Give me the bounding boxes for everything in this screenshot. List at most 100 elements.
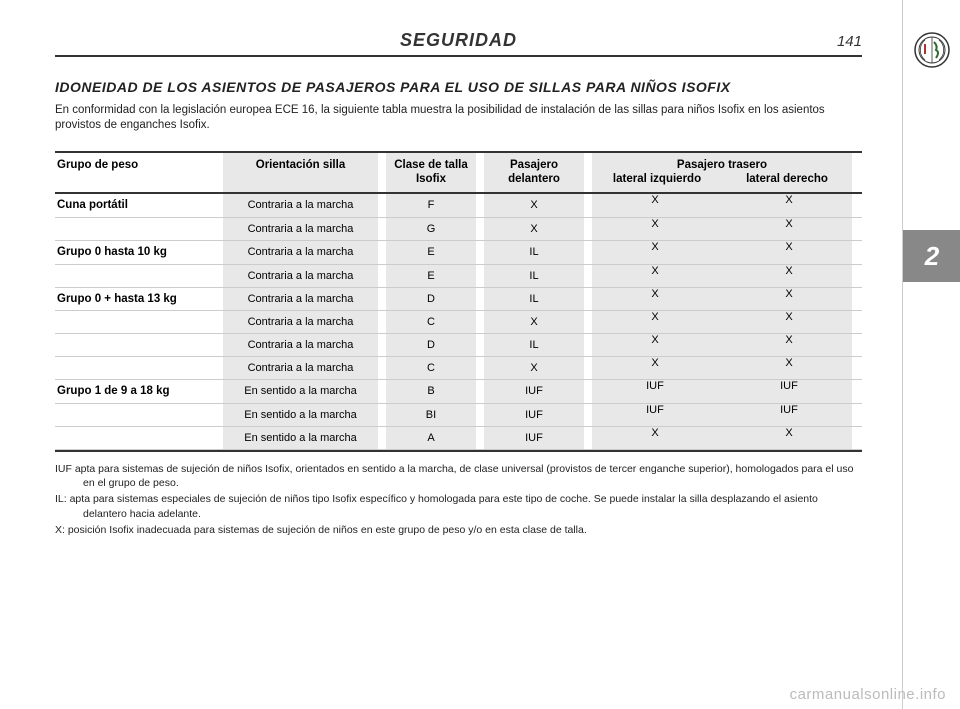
table-header-row: Grupo de peso Orientación silla Clase de… [55,151,862,195]
th-front: Pasajero delantero [484,153,584,193]
cell-orientation: Contraria a la marcha [223,241,378,264]
cell-size: BI [386,404,476,426]
cell-rear-left: X [592,311,718,333]
cell-group [55,404,215,426]
cell-orientation: En sentido a la marcha [223,427,378,449]
header-title: SEGURIDAD [95,30,822,51]
cell-group [55,357,215,379]
cell-size: D [386,334,476,356]
cell-orientation: En sentido a la marcha [223,380,378,403]
table-row: Grupo 0 + hasta 13 kg Contraria a la marc… [55,288,862,312]
cell-rear: XX [592,311,852,333]
cell-orientation: Contraria a la marcha [223,311,378,333]
cell-group [55,427,215,449]
table-row: Contraria a la marcha D IL XX [55,334,862,357]
chapter-number: 2 [925,241,939,272]
th-rear: Pasajero trasero lateral izquierdo later… [592,153,852,193]
cell-rear-left: X [592,427,718,449]
cell-rear-left: X [592,334,718,356]
cell-group [55,218,215,240]
legend-notes: IUF apta para sistemas de sujeción de ni… [55,462,862,537]
cell-rear: XX [592,427,852,449]
cell-group: Grupo 1 de 9 a 18 kg [55,380,215,403]
table-row: Contraria a la marcha E IL XX [55,265,862,288]
cell-rear: XX [592,265,852,287]
th-orientation: Orientación silla [223,153,378,193]
cell-size: B [386,380,476,403]
cell-rear-left: X [592,218,718,240]
cell-rear-left: X [592,194,718,217]
cell-rear: XX [592,241,852,264]
cell-front: IL [484,265,584,287]
cell-orientation: Contraria a la marcha [223,288,378,311]
cell-orientation: Contraria a la marcha [223,218,378,240]
cell-size: C [386,357,476,379]
cell-orientation: Contraria a la marcha [223,357,378,379]
table-row: Contraria a la marchaCXXX [55,311,862,334]
cell-size: G [386,218,476,240]
page-number: 141 [822,33,862,50]
table-row: Contraria a la marchaGXXX [55,218,862,241]
sidebar: 2 [902,0,960,709]
table-row: Grupo 1 de 9 a 18 kg En sentido a la marc… [55,380,862,404]
cell-rear-left: IUF [592,404,718,426]
section-title: IDONEIDAD DE LOS ASIENTOS DE PASAJEROS P… [55,79,862,95]
table-row: En sentido a la marchaBIIUFIUFIUF [55,404,862,427]
th-rear-right: lateral derecho [722,173,852,193]
th-size: Clase de talla Isofix [386,153,476,193]
cell-orientation: En sentido a la marcha [223,404,378,426]
cell-rear-left: X [592,288,718,311]
table-body: Cuna portátilContraria a la marchaFXXXCo… [55,194,862,450]
cell-size: D [386,288,476,311]
cell-front: IL [484,334,584,356]
cell-group [55,265,215,287]
table-row: Cuna portátilContraria a la marchaFXXX [55,194,862,218]
cell-size: E [386,241,476,264]
table-row: Contraria a la marchaCXXX [55,357,862,380]
cell-rear-left: X [592,265,718,287]
cell-rear-right: X [726,311,852,333]
cell-rear-left: X [592,357,718,379]
cell-orientation: Contraria a la marcha [223,265,378,287]
cell-rear-left: IUF [592,380,718,403]
cell-rear: XX [592,357,852,379]
note-x: X: posición Isofix inadecuada para siste… [55,523,862,537]
cell-rear-right: X [726,427,852,449]
cell-rear: XX [592,334,852,356]
cell-rear: IUF IUF [592,380,852,403]
cell-rear-right: X [726,288,852,311]
cell-rear-right: X [726,334,852,356]
cell-size: E [386,265,476,287]
cell-front: X [484,194,584,217]
table-footer-line [55,450,862,452]
cell-rear-right: X [726,194,852,217]
cell-size: A [386,427,476,449]
cell-front: X [484,218,584,240]
cell-rear: XX [592,218,852,240]
cell-rear-right: IUF [726,380,852,403]
section-intro: En conformidad con la legislación europe… [55,103,862,133]
isofix-table: Grupo de peso Orientación silla Clase de… [55,151,862,452]
table-row: En sentido a la marcha A IUF XX [55,427,862,450]
cell-orientation: Contraria a la marcha [223,194,378,217]
content-area: SEGURIDAD 141 IDONEIDAD DE LOS ASIENTOS … [0,0,902,709]
cell-orientation: Contraria a la marcha [223,334,378,356]
table-row: Grupo 0 hasta 10 kg Contraria a la marcha… [55,241,862,265]
cell-group: Grupo 0 + hasta 13 kg [55,288,215,311]
cell-size: F [386,194,476,217]
cell-front: IUF [484,427,584,449]
cell-rear-right: X [726,241,852,264]
th-group: Grupo de peso [55,153,215,193]
cell-rear: XX [592,288,852,311]
th-rear-left: lateral izquierdo [592,173,722,193]
cell-front: IUF [484,404,584,426]
cell-front: IL [484,288,584,311]
note-iuf: IUF apta para sistemas de sujeción de ni… [55,462,862,490]
cell-rear-right: X [726,357,852,379]
cell-rear: IUFIUF [592,404,852,426]
cell-group: Grupo 0 hasta 10 kg [55,241,215,264]
page-header: SEGURIDAD 141 [55,30,862,57]
cell-front: X [484,357,584,379]
chapter-tab: 2 [903,230,960,282]
cell-front: IUF [484,380,584,403]
